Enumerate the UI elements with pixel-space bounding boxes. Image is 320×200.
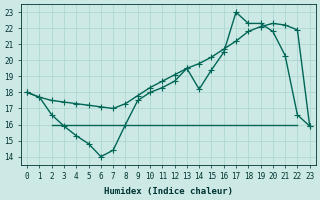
X-axis label: Humidex (Indice chaleur): Humidex (Indice chaleur) — [104, 187, 233, 196]
